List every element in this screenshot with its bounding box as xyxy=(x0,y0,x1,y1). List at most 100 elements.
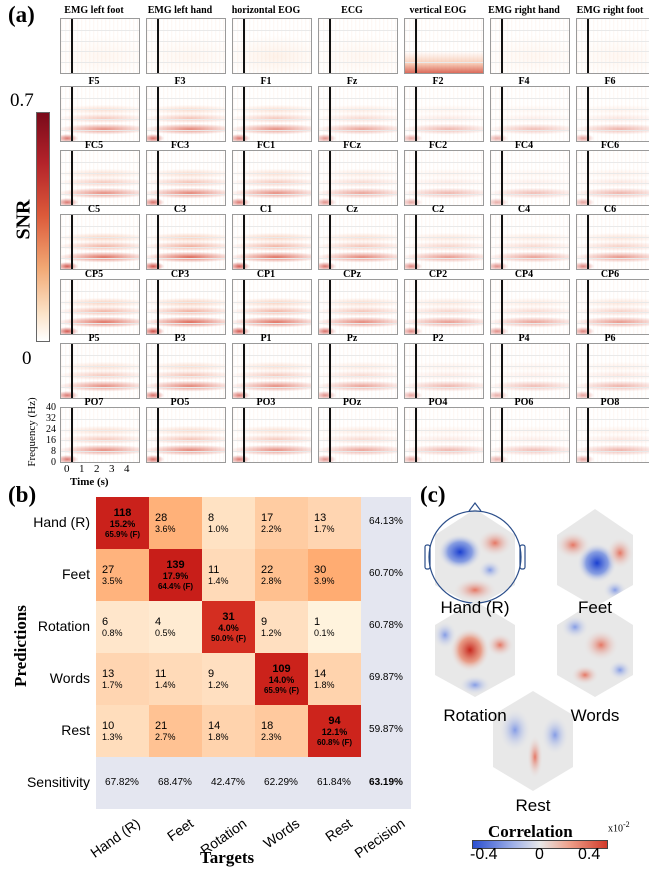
spectrogram-subplot xyxy=(146,279,226,335)
cell-percent: 1.8% xyxy=(314,679,335,690)
cell-count: 13 xyxy=(102,667,115,680)
confusion-cell: 30 3.9% xyxy=(308,549,361,601)
confusion-cell: 18 2.3% xyxy=(255,705,308,757)
prediction-row-label: Hand (R) xyxy=(33,514,90,530)
sensitivity-value: 42.47% xyxy=(211,777,245,788)
sensitivity-label: Sensitivity xyxy=(26,774,90,790)
cell-percent: 0.5% xyxy=(155,627,176,638)
confusion-cell: 8 1.0% xyxy=(202,497,255,549)
subplot-title: EMG right foot xyxy=(576,5,644,16)
subplot-title: CP3 xyxy=(170,269,190,280)
spectrogram-subplot xyxy=(60,343,140,399)
cell-percent: 3.6% xyxy=(155,523,176,534)
confusion-cell: 17 2.2% xyxy=(255,497,308,549)
confusion-cell: 1 0.1% xyxy=(308,601,361,653)
confusion-cell: 22 2.8% xyxy=(255,549,308,601)
spectrogram-subplot xyxy=(576,150,649,206)
time-axis-label: Time (s) xyxy=(70,476,109,488)
precision-value: 64.13% xyxy=(369,516,403,527)
snr-colorbar-max: 0.7 xyxy=(10,90,34,111)
spectrogram-subplot xyxy=(60,18,140,74)
exponent-power: -2 xyxy=(623,820,630,829)
confusion-cell-diagonal: 94 12.1% 60.8% (F) xyxy=(308,705,361,757)
spectrogram-subplot xyxy=(232,18,312,74)
confusion-cell: 9 1.2% xyxy=(202,653,255,705)
subplot-title: PO4 xyxy=(428,397,448,408)
subplot-title: F2 xyxy=(432,76,444,87)
topomap-label-feet: Feet xyxy=(577,598,613,617)
topomap-label-hand-r: Hand (R) xyxy=(440,598,510,617)
cell-count: 9 xyxy=(261,615,268,628)
spectrogram-subplot xyxy=(576,18,649,74)
spectrogram-subplot xyxy=(576,279,649,335)
subplot-title: Pz xyxy=(346,333,358,344)
confusion-cell: 14 1.8% xyxy=(308,653,361,705)
subplot-title: F4 xyxy=(518,76,530,87)
spectrogram-subplot xyxy=(318,150,398,206)
cell-percent: 1.7% xyxy=(314,523,335,534)
spectrogram-subplot xyxy=(318,214,398,270)
cell-percent: 1.2% xyxy=(261,627,282,638)
cell-count: 28 xyxy=(155,511,168,524)
snr-colorbar xyxy=(36,112,50,342)
confusion-cell: 27 3.5% xyxy=(96,549,149,601)
subplot-title: EMG right hand xyxy=(488,5,560,16)
target-column-label: Hand (R) xyxy=(87,815,144,861)
cell-count: 17 xyxy=(261,511,274,524)
cell-count: 9 xyxy=(208,667,215,680)
spectrogram-subplot xyxy=(490,407,570,463)
cell-percent: 2.8% xyxy=(261,575,282,586)
spectrogram-subplot xyxy=(490,86,570,142)
spectrogram-subplot xyxy=(60,86,140,142)
prediction-row-label: Rest xyxy=(61,722,90,738)
confusion-cell-diagonal: 31 4.0% 50.0% (F) xyxy=(202,601,255,653)
time-tick-label: 3 xyxy=(109,463,115,475)
subplot-title: P2 xyxy=(432,333,444,344)
panel-c-label: (c) xyxy=(420,482,446,507)
subplot-title: C2 xyxy=(431,204,445,215)
spectrogram-subplot xyxy=(404,18,484,74)
cell-percent: 4.0% xyxy=(218,622,239,633)
cell-percent: 3.9% xyxy=(314,575,335,586)
topomap-figure xyxy=(424,502,633,791)
subplot-title: CPz xyxy=(343,269,361,280)
spectrogram-subplot xyxy=(146,407,226,463)
topomap-label-rotation: Rotation xyxy=(443,706,507,725)
precision-value: 59.87% xyxy=(369,724,403,735)
spectrogram-subplot xyxy=(232,150,312,206)
spectrogram-subplot xyxy=(60,407,140,463)
cell-percent: 15.2% xyxy=(109,518,136,529)
cell-f-score: 64.4% (F) xyxy=(157,581,194,591)
spectrogram-subplot xyxy=(576,86,649,142)
subplot-title: CP1 xyxy=(256,269,276,280)
confusion-cell: 28 3.6% xyxy=(149,497,202,549)
spectrogram-subplot xyxy=(318,343,398,399)
overall-accuracy: 63.19% xyxy=(369,777,403,788)
cell-count: 11 xyxy=(155,667,167,680)
spectrogram-subplot xyxy=(146,343,226,399)
spectrogram-subplot xyxy=(146,214,226,270)
correlation-colorbar-exponent: x10-2 xyxy=(608,820,630,834)
spectrogram-subplot xyxy=(404,214,484,270)
spectrogram-subplot xyxy=(232,214,312,270)
subplot-title: FC6 xyxy=(600,140,620,151)
frequency-axis-label: Frequency (Hz) xyxy=(26,397,38,467)
spectrogram-subplot xyxy=(146,18,226,74)
spectrogram-subplot xyxy=(60,214,140,270)
subplot-title: PO3 xyxy=(256,397,276,408)
cell-count: 10 xyxy=(102,719,115,732)
subplot-title: C1 xyxy=(259,204,273,215)
subplot-title: C4 xyxy=(517,204,531,215)
cell-f-score: 50.0% (F) xyxy=(210,633,247,643)
cell-count: 94 xyxy=(328,714,341,727)
confusion-cell-diagonal: 139 17.9% 64.4% (F) xyxy=(149,549,202,601)
subplot-title: PO6 xyxy=(514,397,534,408)
subplot-title: EMG left foot xyxy=(64,5,124,16)
confusion-cell: 14 1.8% xyxy=(202,705,255,757)
confusion-cell: 9 1.2% xyxy=(255,601,308,653)
confusion-cell: 11 1.4% xyxy=(149,653,202,705)
cell-count: 14 xyxy=(208,719,221,732)
cell-f-score: 65.9% (F) xyxy=(263,685,300,695)
time-tick-label: 0 xyxy=(64,463,70,475)
cell-count: 27 xyxy=(102,563,115,576)
